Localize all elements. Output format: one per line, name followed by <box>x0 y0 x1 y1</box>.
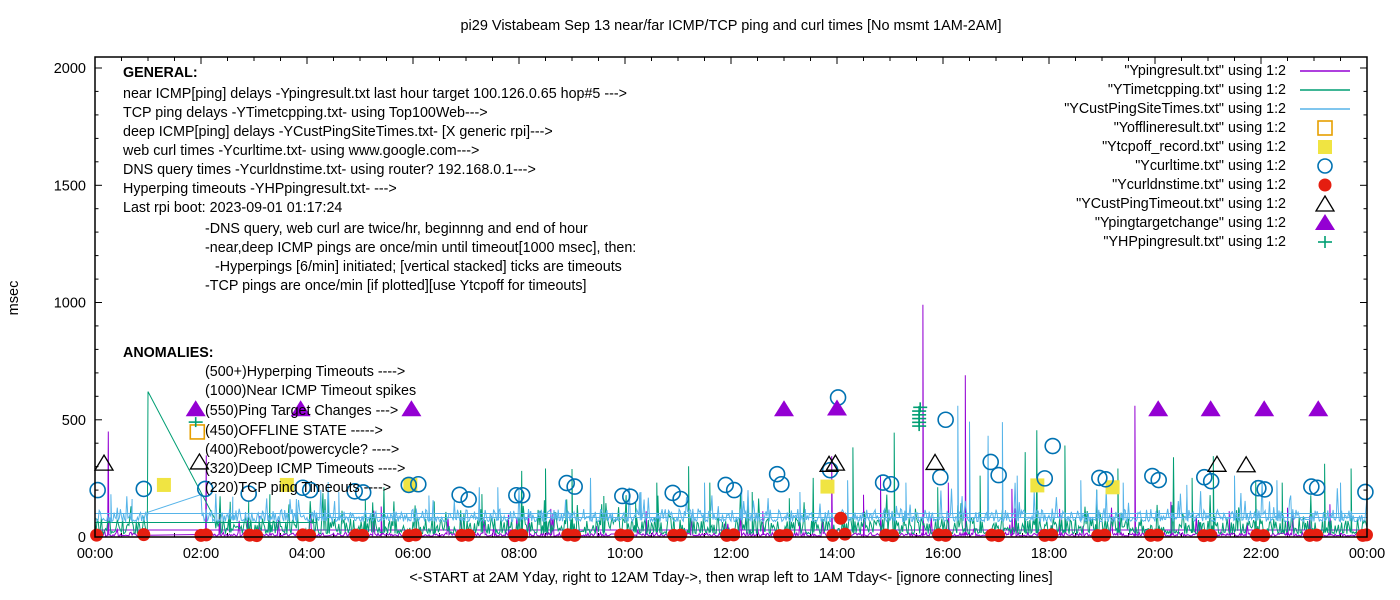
legend-label: "YCustPingTimeout.txt" using 1:2 <box>1076 195 1286 212</box>
legend-item: "Ypingtargetchange" using 1:2 <box>1064 213 1354 232</box>
legend-label: "Yofflineresult.txt" using 1:2 <box>1113 119 1286 136</box>
anomaly-line: (550)Ping Target Changes ---> <box>205 403 399 419</box>
anomalies-heading: ANOMALIES: <box>123 345 214 361</box>
general-note: -TCP pings are once/min [if plotted][use… <box>205 278 587 294</box>
legend-label: "YHPpingresult.txt" using 1:2 <box>1103 233 1286 250</box>
general-line: Last rpi boot: 2023-09-01 01:17:24 <box>123 200 343 216</box>
legend-key-icon <box>1318 178 1332 191</box>
svg-text:08:00: 08:00 <box>501 546 537 562</box>
legend-key-icon <box>1318 235 1332 248</box>
legend: "Ypingresult.txt" using 1:2 "YTimetcpping… <box>1064 61 1354 251</box>
svg-text:0: 0 <box>78 530 86 546</box>
svg-text:02:00: 02:00 <box>183 546 219 562</box>
svg-text:1000: 1000 <box>54 296 86 312</box>
y-axis-label: msec <box>6 280 22 316</box>
legend-key-icon <box>1314 194 1336 212</box>
svg-text:14:00: 14:00 <box>819 546 855 562</box>
anomaly-line: (220)TCP ping Timeouts ----> <box>205 480 392 496</box>
svg-text:20:00: 20:00 <box>1137 546 1173 562</box>
legend-key-icon <box>1300 88 1350 91</box>
svg-text:10:00: 10:00 <box>607 546 643 562</box>
general-line: web curl times -Ycurltime.txt- using www… <box>123 143 480 159</box>
general-line: near ICMP[ping] delays -Ypingresult.txt … <box>123 86 627 102</box>
general-line: deep ICMP[ping] delays -YCustPingSiteTim… <box>123 124 553 140</box>
legend-label: "Ycurltime.txt" using 1:2 <box>1135 157 1286 174</box>
legend-key-icon <box>1315 213 1335 230</box>
legend-item: "YTimetcpping.txt" using 1:2 <box>1064 80 1354 99</box>
svg-text:00:00: 00:00 <box>77 546 113 562</box>
svg-text:12:00: 12:00 <box>713 546 749 562</box>
general-line: TCP ping delays -YTimetcpping.txt- using… <box>123 105 488 121</box>
svg-text:18:00: 18:00 <box>1031 546 1067 562</box>
legend-key-icon <box>1318 139 1332 154</box>
general-note: -Hyperpings [6/min] initiated; [vertical… <box>215 259 622 275</box>
legend-key-icon <box>1300 107 1350 110</box>
svg-text:2000: 2000 <box>54 61 86 77</box>
legend-label: "Ypingtargetchange" using 1:2 <box>1094 214 1286 231</box>
svg-text:04:00: 04:00 <box>289 546 325 562</box>
svg-text:22:00: 22:00 <box>1243 546 1279 562</box>
svg-text:1500: 1500 <box>54 178 86 194</box>
svg-text:500: 500 <box>62 413 86 429</box>
anomaly-line: (1000)Near ICMP Timeout spikes <box>205 383 417 399</box>
general-line: Hyperping timeouts -YHPpingresult.txt- -… <box>123 181 397 197</box>
legend-key-icon <box>1317 119 1333 136</box>
legend-item: "Ytcpoff_record.txt" using 1:2 <box>1064 137 1354 156</box>
legend-item: "Ypingresult.txt" using 1:2 <box>1064 61 1354 80</box>
legend-item: "Ycurldnstime.txt" using 1:2 <box>1064 175 1354 194</box>
legend-item: "Yofflineresult.txt" using 1:2 <box>1064 118 1354 137</box>
legend-item: "YHPpingresult.txt" using 1:2 <box>1064 232 1354 251</box>
legend-label: "YCustPingSiteTimes.txt" using 1:2 <box>1064 100 1286 117</box>
general-note: -DNS query, web curl are twice/hr, begin… <box>205 221 588 237</box>
legend-label: "Ypingresult.txt" using 1:2 <box>1124 62 1286 79</box>
legend-key-icon <box>1300 69 1350 72</box>
x-axis-label: <-START at 2AM Yday, right to 12AM Tday-… <box>409 570 1053 586</box>
anomaly-line: (450)OFFLINE STATE -----> <box>205 423 383 439</box>
anomaly-line: (320)Deep ICMP Timeouts ----> <box>205 461 406 477</box>
svg-text:00:00: 00:00 <box>1349 546 1385 562</box>
legend-key-icon <box>1317 157 1333 174</box>
anomaly-line: (500+)Hyperping Timeouts ----> <box>205 364 406 380</box>
legend-label: "YTimetcpping.txt" using 1:2 <box>1107 81 1286 98</box>
chart-title: pi29 Vistabeam Sep 13 near/far ICMP/TCP … <box>460 18 1002 34</box>
anomaly-line: (400)Reboot/powercycle? ----> <box>205 442 400 458</box>
general-line: DNS query times -Ycurldnstime.txt- using… <box>123 162 536 178</box>
general-heading: GENERAL: <box>123 65 198 81</box>
legend-label: "Ycurldnstime.txt" using 1:2 <box>1112 176 1286 193</box>
legend-item: "YCustPingSiteTimes.txt" using 1:2 <box>1064 99 1354 118</box>
general-note: -near,deep ICMP pings are once/min until… <box>205 240 637 256</box>
legend-item: "YCustPingTimeout.txt" using 1:2 <box>1064 194 1354 213</box>
svg-text:16:00: 16:00 <box>925 546 961 562</box>
legend-item: "Ycurltime.txt" using 1:2 <box>1064 156 1354 175</box>
legend-label: "Ytcpoff_record.txt" using 1:2 <box>1102 138 1286 155</box>
svg-text:06:00: 06:00 <box>395 546 431 562</box>
